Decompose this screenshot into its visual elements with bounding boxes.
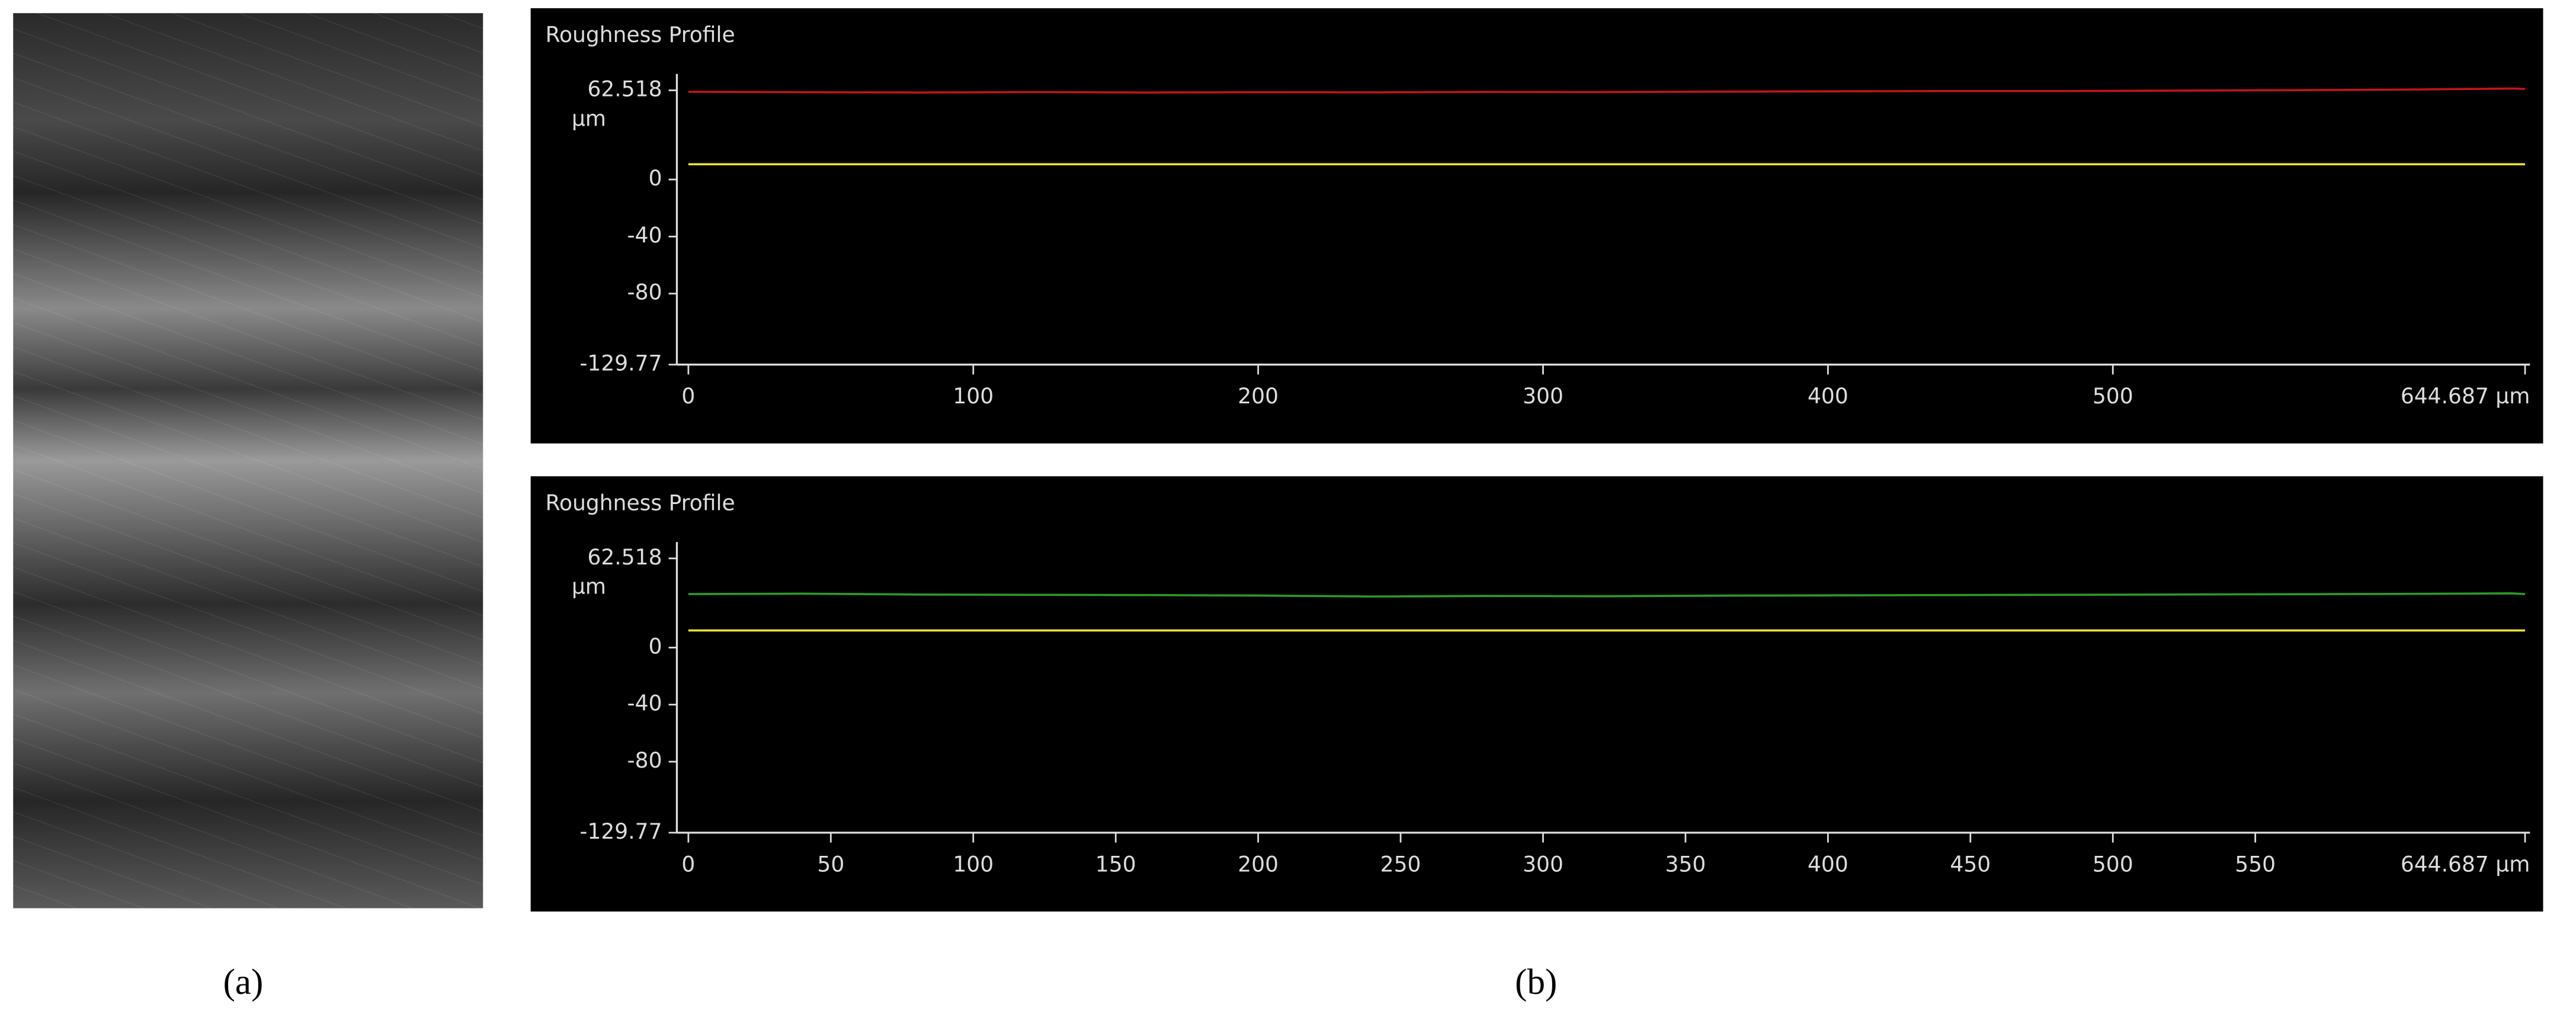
y-unit: µm (572, 107, 606, 131)
surface-texture (13, 13, 483, 909)
x-tick-label: 50 (817, 852, 844, 877)
x-tick-label: 300 (1523, 384, 1563, 409)
x-tick-label: 400 (1808, 384, 1848, 409)
x-tick-label: 350 (1665, 852, 1706, 877)
x-tick-label: 100 (953, 384, 994, 409)
y-tick-label: -129.77 (579, 352, 662, 376)
x-tick-label: 100 (953, 852, 994, 877)
x-tick-label: 500 (2093, 384, 2133, 409)
y-unit: µm (572, 575, 606, 599)
profile-line (688, 592, 2526, 598)
chart-panel (530, 8, 2543, 444)
x-tick-label: 644.687 µm (2401, 852, 2530, 877)
caption: (b) (1515, 962, 1557, 1002)
y-tick-label: -129.77 (579, 820, 662, 844)
y-tick-label: 62.518 (587, 78, 662, 102)
x-tick-label: 250 (1380, 852, 1421, 877)
x-tick-label: 200 (1238, 384, 1279, 409)
caption: (a) (223, 962, 264, 1002)
chart-title: Roughness Profile (546, 23, 735, 47)
x-tick-label: 0 (681, 852, 695, 877)
x-tick-label: 200 (1238, 852, 1279, 877)
x-tick-label: 450 (1950, 852, 1991, 877)
y-tick-label: -40 (627, 223, 662, 248)
x-tick-label: 400 (1808, 852, 1848, 877)
y-tick-label: 0 (649, 166, 662, 191)
y-tick-label: 62.518 (587, 545, 662, 570)
y-tick-label: -80 (627, 281, 662, 305)
chart-title: Roughness Profile (546, 491, 735, 515)
x-tick-label: 0 (681, 384, 695, 409)
x-tick-label: 500 (2093, 852, 2133, 877)
x-tick-label: 644.687 µm (2401, 384, 2530, 409)
x-tick-label: 550 (2235, 852, 2276, 877)
y-tick-label: 0 (649, 634, 662, 659)
y-tick-label: -80 (627, 749, 662, 773)
profile-line (688, 87, 2526, 94)
x-tick-label: 150 (1095, 852, 1136, 877)
chart-panel (530, 476, 2543, 912)
x-tick-label: 300 (1523, 852, 1563, 877)
y-tick-label: -40 (627, 692, 662, 716)
